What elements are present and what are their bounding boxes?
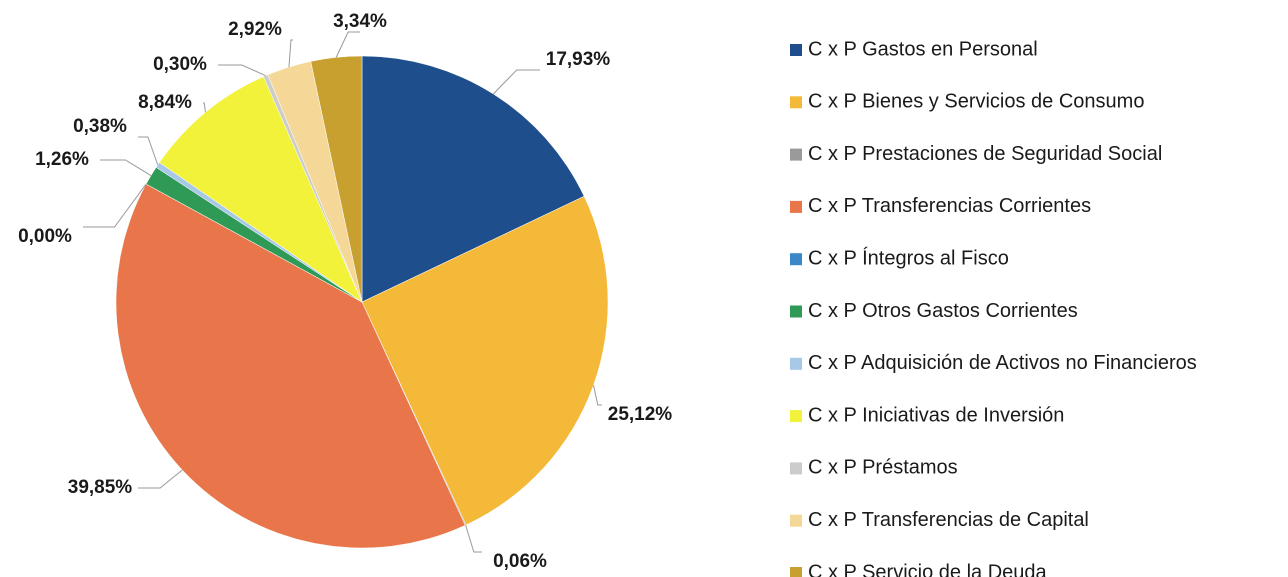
leader-line [218, 64, 266, 77]
legend-label: C x P Bienes y Servicios de Consumo [808, 91, 1144, 113]
legend-label: C x P Préstamos [808, 457, 958, 479]
leader-line [203, 102, 206, 113]
legend-label: C x P Prestaciones de Seguridad Social [808, 143, 1162, 165]
legend-label: C x P Otros Gastos Corrientes [808, 300, 1078, 322]
legend-label: C x P Transferencias Corrientes [808, 195, 1091, 217]
legend-swatch [790, 514, 802, 527]
legend-swatch [790, 96, 802, 109]
value-label: 0,30% [153, 54, 207, 75]
leader-line [335, 31, 360, 58]
legend-swatch [790, 357, 802, 370]
legend-swatch [790, 44, 802, 56]
legend-label: C x P Iniciativas de Inversión [808, 404, 1064, 426]
legend-label: C x P Adquisición de Activos no Financie… [808, 352, 1197, 374]
legend-swatch [790, 148, 802, 161]
legend-swatch [790, 410, 802, 423]
leader-line [138, 136, 159, 166]
legend-swatch [790, 253, 802, 266]
value-label: 0,06% [493, 551, 547, 572]
legend-label: C x P Servicio de la Deuda [808, 561, 1048, 577]
value-label: 2,92% [228, 19, 282, 40]
leader-line [288, 39, 293, 68]
legend-label: C x P Íntegros al Fisco [808, 246, 1009, 269]
pie-slice [159, 76, 363, 303]
legend-swatch [790, 567, 802, 577]
value-label: 39,85% [68, 477, 133, 498]
leader-line [492, 69, 540, 95]
legend-label: C x P Transferencias de Capital [808, 509, 1089, 531]
leader-line [100, 159, 152, 177]
value-label: 25,12% [608, 404, 673, 425]
legend-swatch [790, 462, 802, 475]
value-label: 8,84% [138, 92, 192, 113]
leader-line [83, 183, 147, 228]
legend-label: C x P Gastos en Personal [808, 38, 1038, 60]
legend-swatch [790, 305, 802, 318]
leader-line [593, 385, 602, 406]
value-label: 0,38% [73, 116, 127, 137]
leader-line [138, 469, 183, 489]
leader-line [465, 524, 482, 553]
value-label: 0,00% [18, 226, 72, 247]
value-label: 3,34% [333, 11, 387, 32]
value-label: 1,26% [35, 149, 89, 170]
legend-swatch [790, 200, 802, 213]
value-label: 17,93% [546, 49, 611, 70]
pie-slice [361, 195, 609, 526]
